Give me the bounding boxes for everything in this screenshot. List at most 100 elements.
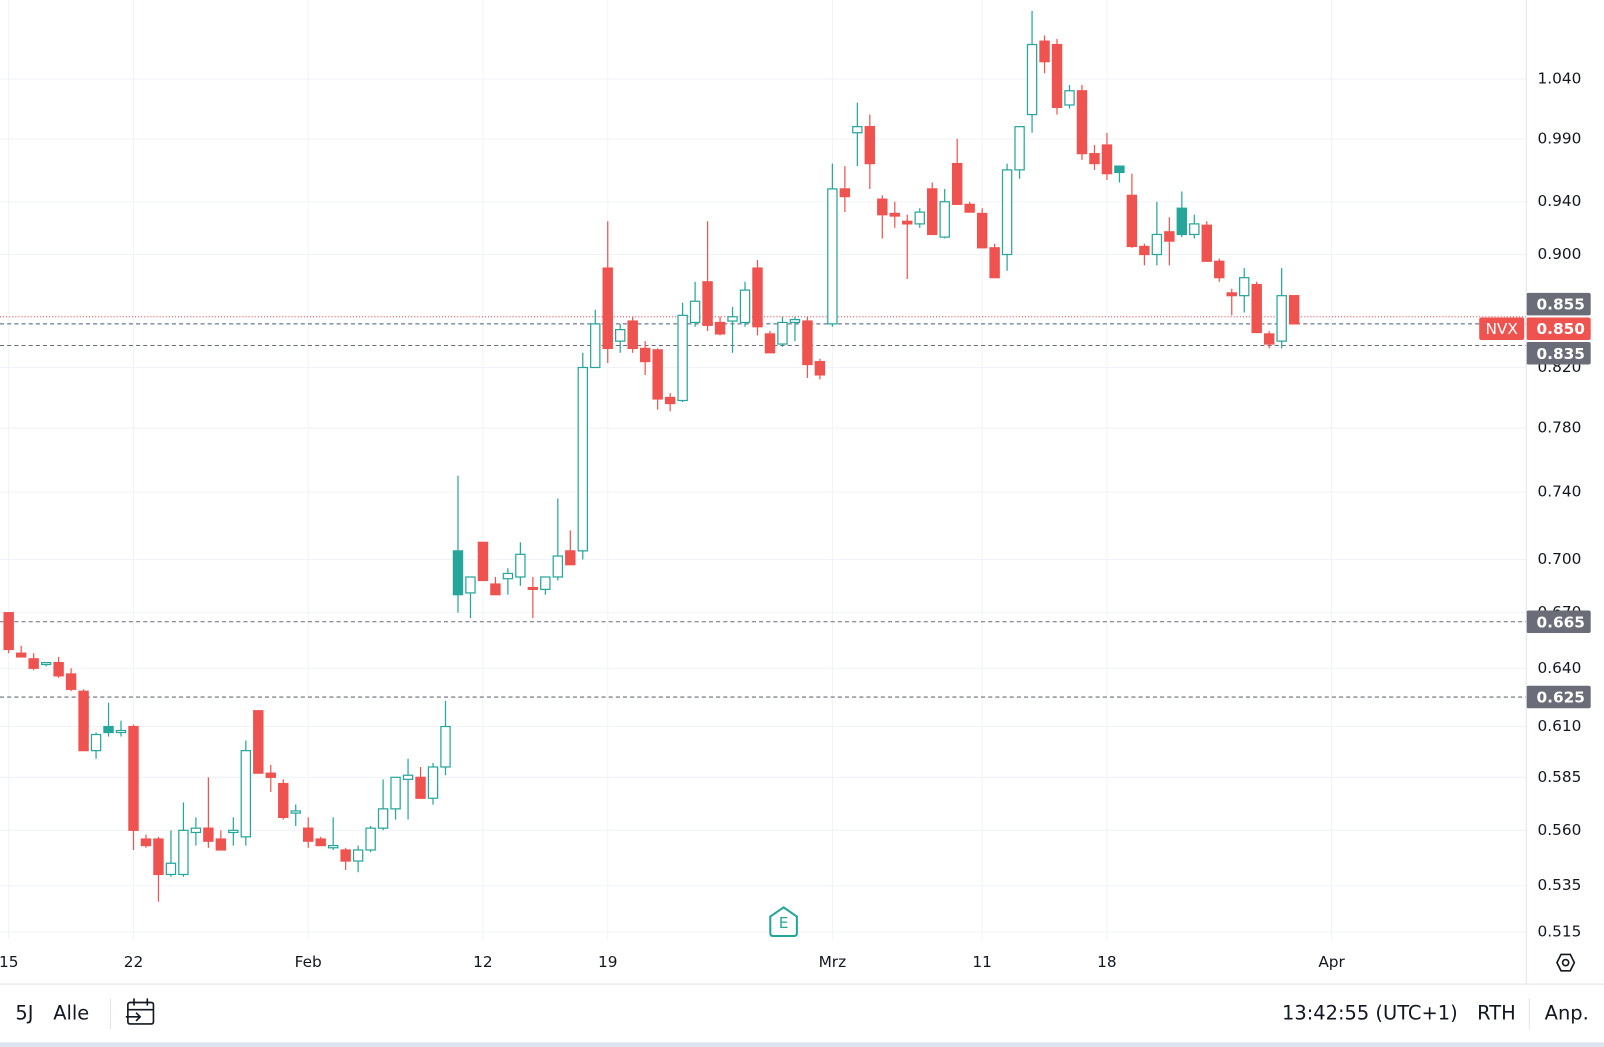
candle-body: [652, 349, 663, 400]
y-tick-label: 0.610: [1538, 717, 1582, 735]
scale-button[interactable]: Anp.: [1545, 1001, 1589, 1024]
candle-body: [889, 212, 900, 217]
candle: [90, 732, 102, 759]
candle-body: [590, 323, 601, 369]
candle-body: [951, 163, 963, 205]
candle-body: [515, 553, 526, 578]
candle: [752, 259, 763, 336]
candle-body: [315, 838, 326, 847]
candle-body: [1263, 333, 1275, 345]
candle-body: [28, 658, 39, 669]
calendar-frame[interactable]: [127, 1001, 155, 1025]
calendar-arrow[interactable]: [125, 1012, 142, 1022]
candle-body: [165, 862, 177, 876]
symbol-badge: [1479, 317, 1525, 340]
range-button[interactable]: Alle: [53, 1001, 89, 1024]
settings-hex[interactable]: [1556, 953, 1576, 972]
candle: [639, 341, 651, 375]
candle-body: [352, 849, 364, 862]
clock[interactable]: 13:42:55 (UTC+1): [1282, 1001, 1458, 1024]
candle-body: [602, 267, 613, 350]
event-marker-shape[interactable]: [769, 906, 798, 938]
candle-body: [1101, 144, 1113, 175]
candle: [477, 541, 489, 582]
candle: [864, 114, 876, 189]
candle-body: [1014, 126, 1025, 171]
candle-body: [627, 320, 638, 350]
event-marker[interactable]: E: [769, 906, 798, 938]
symbol-badge-label: NVX: [1485, 320, 1518, 338]
candle-body: [215, 838, 227, 851]
candle-body: [390, 776, 401, 810]
candle-body: [864, 126, 876, 165]
candle-body: [1164, 231, 1175, 242]
candle-body: [377, 808, 389, 829]
candle-body: [989, 247, 1000, 279]
candle: [1263, 331, 1275, 349]
candle: [278, 779, 289, 820]
candle: [190, 817, 202, 846]
candle: [228, 817, 239, 846]
candle: [515, 542, 526, 586]
range-button[interactable]: 5J: [15, 1001, 33, 1024]
candle-body: [639, 347, 651, 363]
candle-body: [1076, 90, 1088, 155]
candle: [1251, 281, 1262, 334]
candle: [415, 766, 426, 799]
candle: [203, 777, 214, 848]
candle-body: [902, 220, 913, 225]
price-badge-label: 0.665: [1536, 613, 1584, 631]
candle-body: [1114, 165, 1125, 174]
candle-body: [1201, 224, 1213, 262]
candle: [802, 316, 813, 378]
candle: [103, 702, 114, 737]
candle-body: [552, 555, 564, 578]
candle: [265, 764, 276, 792]
price-badge: [1526, 685, 1591, 709]
candle: [427, 762, 439, 805]
settings-dot[interactable]: [1561, 958, 1570, 967]
candle-body: [452, 550, 464, 596]
y-tick-label: 1.040: [1538, 70, 1582, 88]
price-badge-label: 0.855: [1536, 296, 1584, 314]
candle: [402, 758, 414, 820]
candle: [727, 306, 738, 353]
session-button[interactable]: RTH: [1477, 1001, 1516, 1024]
candle-body: [290, 810, 301, 814]
y-tick-label: 0.900: [1538, 245, 1582, 263]
candle: [303, 817, 314, 848]
candle-body: [714, 321, 726, 335]
candle: [902, 214, 913, 280]
event-marker-label[interactable]: E: [779, 914, 789, 932]
candle-body: [565, 550, 576, 566]
candle: [15, 645, 27, 658]
candle-body: [3, 612, 14, 651]
candle-body: [240, 750, 252, 838]
x-tick-label: 11: [972, 953, 992, 971]
candle: [115, 720, 127, 737]
candle-body: [103, 725, 114, 734]
candle-body: [1239, 277, 1250, 297]
candle: [889, 201, 900, 228]
candle-body: [477, 541, 489, 582]
candle-body: [115, 729, 127, 734]
candle-body: [615, 328, 626, 342]
candle-body: [689, 300, 701, 324]
candle: [1201, 221, 1213, 262]
candle: [165, 830, 177, 877]
candle-body: [927, 188, 938, 236]
candle: [702, 221, 713, 332]
candle-body: [190, 827, 202, 834]
settings-icon[interactable]: [1556, 953, 1576, 972]
date-range-icon[interactable]: [125, 998, 155, 1025]
candle-body: [1051, 43, 1063, 109]
candle: [40, 661, 52, 667]
y-tick-label: 0.990: [1538, 129, 1582, 147]
candle-body: [1151, 233, 1163, 256]
candle-body: [814, 360, 826, 376]
candle-body: [777, 321, 788, 345]
candle-body: [278, 782, 289, 819]
price-badge: [1526, 610, 1591, 634]
candle-body: [203, 827, 214, 842]
